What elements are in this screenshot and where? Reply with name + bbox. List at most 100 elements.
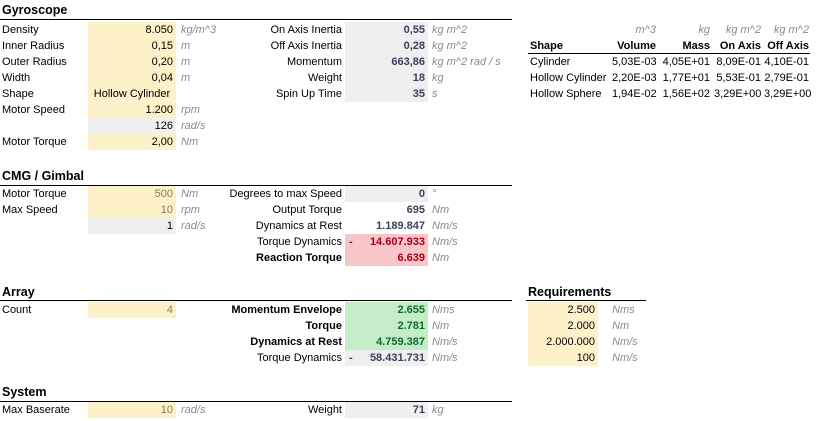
mass-unit: kg	[698, 24, 710, 36]
degrees-to-max-value: 0	[345, 186, 428, 202]
requirement-momentum-input[interactable]: 2.500	[528, 302, 598, 318]
motor-speed-input[interactable]: 1.200	[88, 102, 176, 118]
motor-speed-unit: rpm	[181, 104, 200, 116]
reaction-torque-value: 6.639	[345, 250, 428, 266]
momentum-value: 663,86	[345, 54, 428, 70]
max-baserate-input[interactable]: 10	[88, 402, 176, 418]
motor-torque-unit: Nm	[181, 136, 199, 148]
table-cell: 2,79E-01	[764, 72, 809, 84]
output-torque-unit: Nm	[432, 204, 450, 216]
reaction-torque-label: Reaction Torque	[256, 252, 342, 264]
motor-speed-rad-value: 126	[88, 118, 176, 134]
degrees-to-max-unit: °	[432, 188, 437, 200]
outer-radius-label: Outer Radius	[2, 56, 67, 68]
on-axis-inertia-label: On Axis Inertia	[270, 24, 342, 36]
array-dynamics-rest-unit: Nm/s	[432, 336, 458, 348]
density-input[interactable]: 8.050	[88, 22, 176, 38]
table-cell: 8,09E-01	[716, 56, 761, 68]
table-cell: 1,94E-02	[612, 88, 657, 100]
weight-label: Weight	[307, 72, 342, 84]
section-title-cmg: CMG / Gimbal	[2, 169, 84, 183]
max-baserate-label: Max Baserate	[2, 404, 70, 416]
density-label: Density	[2, 24, 39, 36]
on-axis-inertia-unit: kg m^2	[432, 24, 468, 36]
table-header-volume: Volume	[617, 40, 656, 52]
negative-sign: -	[349, 236, 353, 248]
table-cell: 1,77E+01	[662, 72, 710, 84]
table-cell: Hollow Cylinder	[530, 72, 607, 84]
table-cell: 3,29E+00	[714, 88, 762, 100]
max-speed-label: Max Speed	[2, 204, 58, 216]
motor-speed-rad-unit: rad/s	[181, 120, 206, 132]
section-title-requirements: Requirements	[528, 285, 612, 299]
requirement-momentum-unit: Nms	[612, 304, 635, 316]
degrees-to-max-label: Degrees to max Speed	[229, 188, 342, 200]
volume-unit: m^3	[635, 24, 656, 36]
dynamics-rest-unit: Nm/s	[432, 220, 458, 232]
table-cell: Hollow Sphere	[530, 88, 602, 100]
weight-unit: kg	[432, 72, 444, 84]
weight-value: 18	[345, 70, 428, 86]
array-torque-dynamics-value: - 58.431.731	[345, 350, 428, 366]
torque-dynamics-unit: Nm/s	[432, 236, 458, 248]
motor-torque-label: Motor Torque	[2, 136, 67, 148]
table-cell: 4,05E+01	[662, 56, 710, 68]
momentum-unit: kg m^2 rad / s	[432, 56, 501, 68]
section-divider	[0, 185, 512, 186]
momentum-label: Momentum	[286, 56, 342, 68]
cmg-motor-torque-input[interactable]: 500	[88, 186, 176, 202]
momentum-envelope-label: Momentum Envelope	[231, 304, 342, 316]
requirement-dynamics-input[interactable]: 2.000.000	[528, 334, 598, 350]
shape-select[interactable]: Hollow Cylinder	[88, 86, 176, 102]
table-header-divider	[528, 53, 810, 54]
inner-radius-unit: m	[181, 40, 191, 52]
table-cell: 4,10E-01	[764, 56, 809, 68]
table-header-shape: Shape	[530, 40, 564, 52]
requirement-dynamics-unit: Nm/s	[612, 336, 638, 348]
section-divider	[0, 300, 512, 301]
outer-radius-input[interactable]: 0,20	[88, 54, 176, 70]
table-cell: Cylinder	[530, 56, 571, 68]
dynamics-rest-value: 1.189.847	[376, 220, 425, 232]
max-speed-input[interactable]: 10	[88, 202, 176, 218]
table-header-off-axis: Off Axis	[767, 40, 809, 52]
section-title-gyroscope: Gyroscope	[2, 3, 68, 17]
max-speed-rad-unit: rad/s	[181, 220, 206, 232]
system-weight-label: Weight	[307, 404, 342, 416]
off-axis-unit: kg m^2	[773, 24, 809, 36]
array-torque-dynamics-label: Torque Dynamics	[257, 352, 342, 364]
width-label: Width	[2, 72, 31, 84]
array-torque-label: Torque	[305, 320, 342, 332]
requirement-torque-dynamics-input[interactable]: 100	[528, 350, 598, 366]
width-unit: m	[181, 72, 191, 84]
requirement-torque-dynamics-unit: Nm/s	[612, 352, 638, 364]
cmg-motor-torque-unit: Nm	[181, 188, 199, 200]
requirement-torque-unit: Nm	[612, 320, 630, 332]
table-cell: 2,20E-03	[612, 72, 657, 84]
inner-radius-label: Inner Radius	[2, 40, 65, 52]
inner-radius-input[interactable]: 0,15	[88, 38, 176, 54]
table-cell: 5,03E-03	[612, 56, 657, 68]
system-weight-value: 71	[345, 402, 428, 418]
max-speed-unit: rpm	[181, 204, 200, 216]
momentum-envelope-value: 2.655	[345, 302, 428, 318]
motor-torque-input[interactable]: 2,00	[88, 134, 176, 150]
negative-sign: -	[349, 352, 353, 364]
table-header-mass: Mass	[682, 40, 710, 52]
momentum-envelope-unit: Nms	[432, 304, 455, 316]
torque-dynamics-number: 14.607.933	[369, 236, 425, 248]
torque-dynamics-value: - 14.607.933	[345, 234, 428, 250]
spin-up-time-label: Spin Up Time	[275, 88, 342, 100]
max-speed-rad-value: 1	[88, 218, 176, 234]
on-axis-inertia-value: 0,55	[345, 22, 428, 38]
count-label: Count	[2, 304, 32, 316]
off-axis-inertia-unit: kg m^2	[432, 40, 468, 52]
section-title-system: System	[2, 385, 47, 399]
requirement-torque-input[interactable]: 2.000	[528, 318, 598, 334]
array-torque-dynamics-unit: Nm/s	[432, 352, 458, 364]
table-cell: 1,56E+02	[662, 88, 710, 100]
width-input[interactable]: 0,04	[88, 70, 176, 86]
array-torque-unit: Nm	[432, 320, 450, 332]
off-axis-inertia-value: 0,28	[345, 38, 428, 54]
count-input[interactable]: 4	[88, 302, 176, 318]
